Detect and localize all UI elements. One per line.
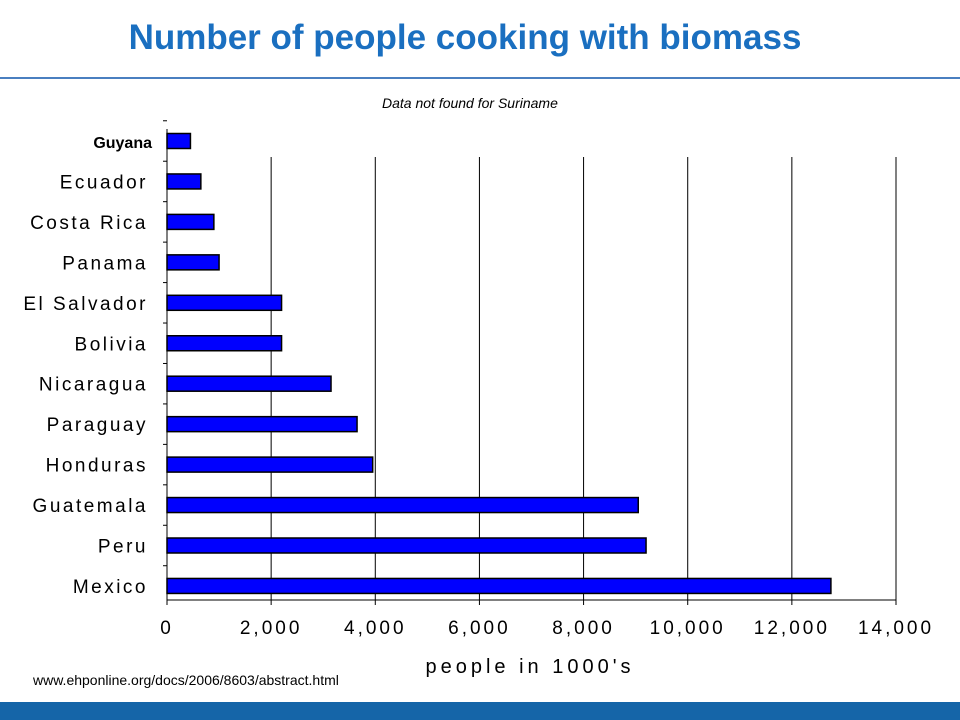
title-divider <box>0 77 960 79</box>
x-axis-label: people in 1000's <box>425 656 634 678</box>
x-tick-label: 2,000 <box>240 618 303 639</box>
footer-band <box>0 702 960 720</box>
page-title: Number of people cooking with biomass <box>128 18 802 57</box>
bar <box>166 173 202 190</box>
data-note: Data not found for Suriname <box>382 95 558 111</box>
source-link[interactable]: www.ehponline.org/docs/2006/8603/abstrac… <box>33 672 339 688</box>
x-tick-label: 12,000 <box>754 618 830 639</box>
category-label: Guyana <box>93 135 152 152</box>
bar <box>166 213 215 231</box>
bar <box>166 294 283 312</box>
category-label: Panama <box>62 253 148 274</box>
bar <box>166 132 192 150</box>
x-tick-label: 8,000 <box>552 618 615 639</box>
x-tick-label: 0 <box>160 618 174 639</box>
category-label: Honduras <box>46 456 148 477</box>
x-tick-label: 6,000 <box>448 618 511 639</box>
category-label: Paraguay <box>47 415 148 436</box>
x-tick-label: 4,000 <box>344 618 407 639</box>
category-label: El Salvador <box>23 294 148 315</box>
bar <box>166 537 647 554</box>
bar <box>166 375 332 392</box>
bar <box>166 577 832 595</box>
category-label: Mexico <box>73 577 148 598</box>
x-tick-label: 14,000 <box>858 618 934 639</box>
category-label: Nicaragua <box>39 375 148 396</box>
bar <box>166 415 358 433</box>
bar <box>166 254 220 271</box>
category-label: Peru <box>98 537 148 558</box>
category-label: Bolivia <box>75 334 148 355</box>
category-label: Guatemala <box>33 496 148 517</box>
bar <box>166 456 374 473</box>
bar <box>166 335 283 352</box>
x-tick-label: 10,000 <box>650 618 726 639</box>
category-label: Costa Rica <box>30 213 148 234</box>
category-label: Ecuador <box>60 172 148 193</box>
bar <box>166 496 639 514</box>
